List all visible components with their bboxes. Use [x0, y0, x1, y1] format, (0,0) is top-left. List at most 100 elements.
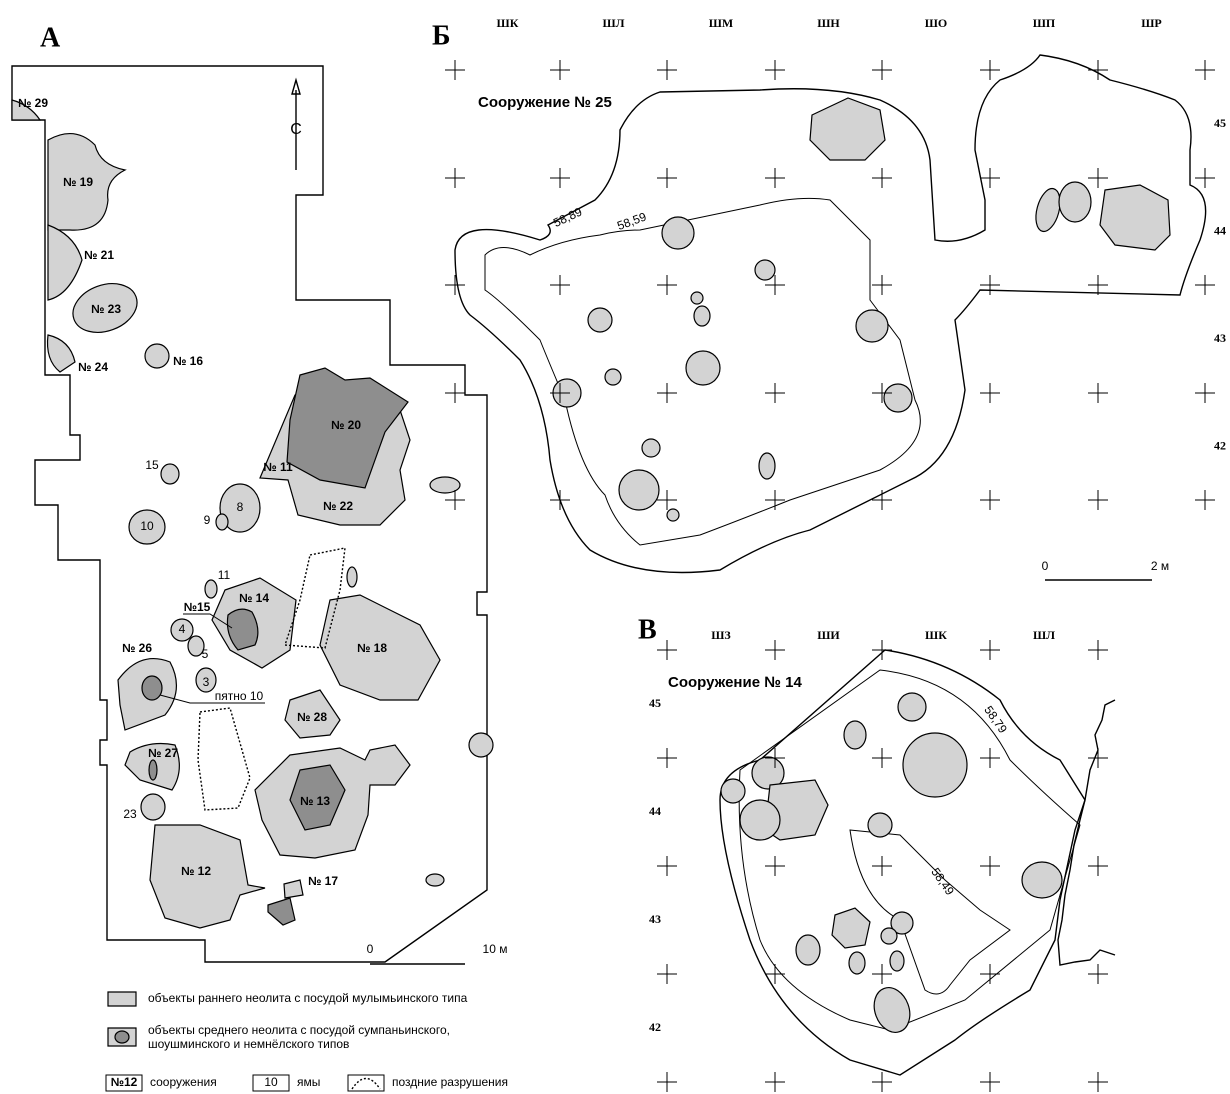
object-label: 9	[204, 513, 211, 527]
grid-cross	[872, 383, 892, 403]
object-label: № 12	[181, 864, 211, 878]
grid-cross	[980, 490, 1000, 510]
structure-title: Сооружение № 25	[478, 94, 612, 111]
grid-cross	[550, 168, 570, 188]
grid-cross	[1088, 1072, 1108, 1092]
object-label: № 17	[308, 874, 338, 888]
legend-text: ямы	[297, 1075, 320, 1089]
grid-cross	[1088, 383, 1108, 403]
grid-cross	[1195, 168, 1215, 188]
grid-cross	[872, 168, 892, 188]
grid-cross	[765, 60, 785, 80]
object-label: №15	[184, 600, 211, 614]
grid-cross	[765, 168, 785, 188]
grid-cross	[1195, 60, 1215, 80]
grid-cross	[1088, 748, 1108, 768]
grid-cross	[1088, 168, 1108, 188]
object-label: № 11	[263, 460, 293, 474]
grid-cross	[657, 490, 677, 510]
grid-cross	[1195, 383, 1215, 403]
column-label: ШИ	[817, 628, 840, 642]
grid-cross	[657, 640, 677, 660]
grid-cross	[657, 60, 677, 80]
grid-cross	[872, 748, 892, 768]
column-label: ШЛ	[602, 16, 624, 30]
grid-cross	[980, 383, 1000, 403]
grid-cross	[657, 275, 677, 295]
column-label: ШЛ	[1033, 628, 1055, 642]
grid-cross	[445, 383, 465, 403]
column-label: ШП	[1033, 16, 1056, 30]
contour	[849, 829, 1011, 995]
row-label: 42	[1214, 438, 1226, 452]
grid-cross	[980, 60, 1000, 80]
grid-cross	[980, 1072, 1000, 1092]
grid-cross	[765, 383, 785, 403]
grid-cross	[980, 964, 1000, 984]
grid-cross	[765, 275, 785, 295]
grid-cross	[980, 168, 1000, 188]
scale-label: 2 м	[1151, 559, 1169, 573]
row-label: 45	[1214, 116, 1226, 130]
grid-cross	[550, 383, 570, 403]
object-label: № 21	[84, 248, 114, 262]
column-label: ШЗ	[711, 628, 731, 642]
row-label: 44	[649, 804, 661, 818]
object-label: № 27	[148, 746, 178, 760]
grid-cross	[872, 1072, 892, 1092]
grid-cross	[980, 640, 1000, 660]
grid-cross	[550, 275, 570, 295]
legend-sample: №12	[111, 1075, 138, 1089]
column-label: ШК	[925, 628, 947, 642]
legend-text: сооружения	[150, 1075, 217, 1089]
panel-letter: Б	[432, 20, 451, 51]
boundary	[1057, 699, 1116, 966]
object-label: № 28	[297, 710, 327, 724]
object-label: 4	[179, 622, 186, 636]
grid-cross	[872, 640, 892, 660]
early-objects	[11, 99, 494, 929]
object-label: № 23	[91, 302, 121, 316]
excavation-outline	[11, 65, 488, 963]
object-label: № 14	[239, 591, 269, 605]
row-label: 44	[1214, 223, 1226, 237]
object-label: № 13	[300, 794, 330, 808]
grid-cross	[765, 964, 785, 984]
row-label: 43	[649, 912, 661, 926]
contour	[454, 54, 1207, 574]
panel-letter: А	[40, 22, 61, 53]
legend-text: объекты среднего неолита с посудой сумпа…	[148, 1023, 450, 1037]
grid-cross	[765, 748, 785, 768]
row-label: 43	[1214, 331, 1226, 345]
grid-cross	[657, 748, 677, 768]
grid-cross	[445, 275, 465, 295]
grid-cross	[872, 856, 892, 876]
grid-cross	[1195, 490, 1215, 510]
object-label: 3	[203, 675, 210, 689]
grid-cross	[1088, 964, 1108, 984]
contour-label: 58,49	[928, 865, 957, 898]
column-label: ШН	[817, 16, 840, 30]
grid-cross	[550, 60, 570, 80]
destruction	[197, 707, 251, 811]
object-label: № 24	[78, 360, 108, 374]
object-label: 11	[218, 568, 231, 582]
grid-cross	[657, 964, 677, 984]
grid-cross	[872, 60, 892, 80]
column-label: ШО	[925, 16, 948, 30]
grid-cross	[1088, 856, 1108, 876]
object-label: № 18	[357, 641, 387, 655]
column-label: ШР	[1141, 16, 1162, 30]
object-label: № 20	[331, 418, 361, 432]
grid-cross	[872, 275, 892, 295]
grid-cross	[657, 168, 677, 188]
middle-objects	[141, 367, 409, 926]
destruction	[284, 547, 346, 649]
grid-cross	[765, 856, 785, 876]
object-label: № 29	[18, 96, 48, 110]
contour	[484, 197, 921, 546]
grid-cross	[872, 490, 892, 510]
legend-text: шоушминского и немнёлского типов	[148, 1037, 349, 1051]
scale-label: 0	[367, 942, 374, 956]
grid-cross	[1195, 275, 1215, 295]
